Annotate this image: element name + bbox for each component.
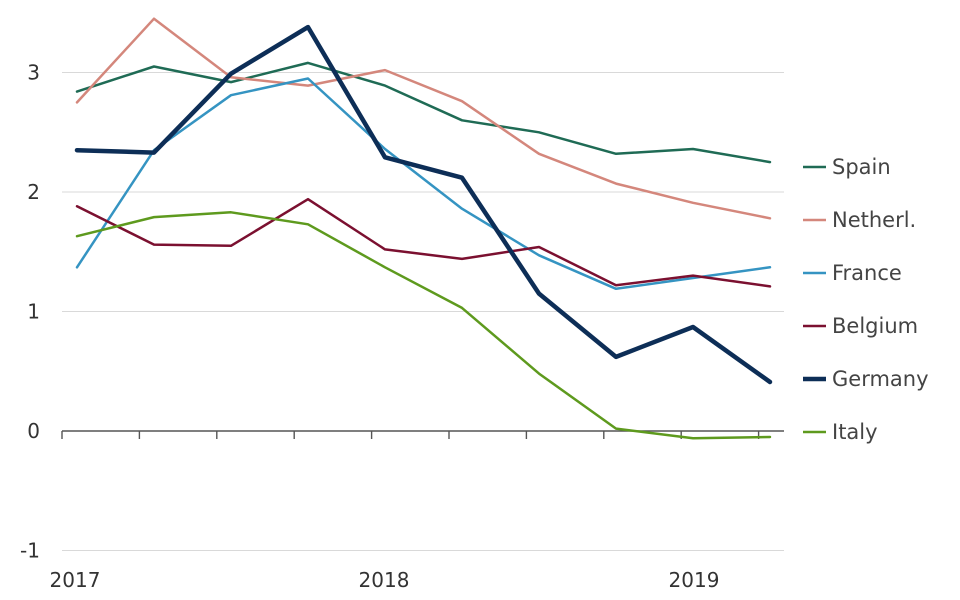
y-tick-label: -1 <box>20 539 40 563</box>
legend: Spain Netherl. France Belgium Germany Italy <box>803 155 929 444</box>
y-tick-label: 2 <box>27 180 40 204</box>
series-line-netherl <box>75 17 772 220</box>
series-line-italy <box>75 211 772 440</box>
y-tick-label: 1 <box>27 300 40 324</box>
legend-label-netherl: Netherl. <box>832 208 916 232</box>
legend-label-belgium: Belgium <box>832 314 918 338</box>
x-tick-label: 2019 <box>669 568 720 592</box>
series-line-germany <box>74 24 773 385</box>
x-tick-label: 2017 <box>50 568 101 592</box>
y-tick-label: 3 <box>27 61 40 85</box>
x-tick-label: 2018 <box>359 568 410 592</box>
legend-label-italy: Italy <box>832 420 878 444</box>
series-line-belgium <box>75 197 772 288</box>
series-line-france <box>75 77 772 291</box>
x-axis-tick-labels: 2017 2018 2019 <box>50 568 720 592</box>
series-line-spain <box>75 61 772 164</box>
series-lines <box>74 17 773 440</box>
legend-label-germany: Germany <box>832 367 929 391</box>
y-axis-tick-labels: -1 0 1 2 3 <box>20 61 40 563</box>
gridlines <box>62 72 784 551</box>
legend-label-spain: Spain <box>832 155 891 179</box>
y-tick-label: 0 <box>27 419 40 443</box>
legend-label-france: France <box>832 261 902 285</box>
